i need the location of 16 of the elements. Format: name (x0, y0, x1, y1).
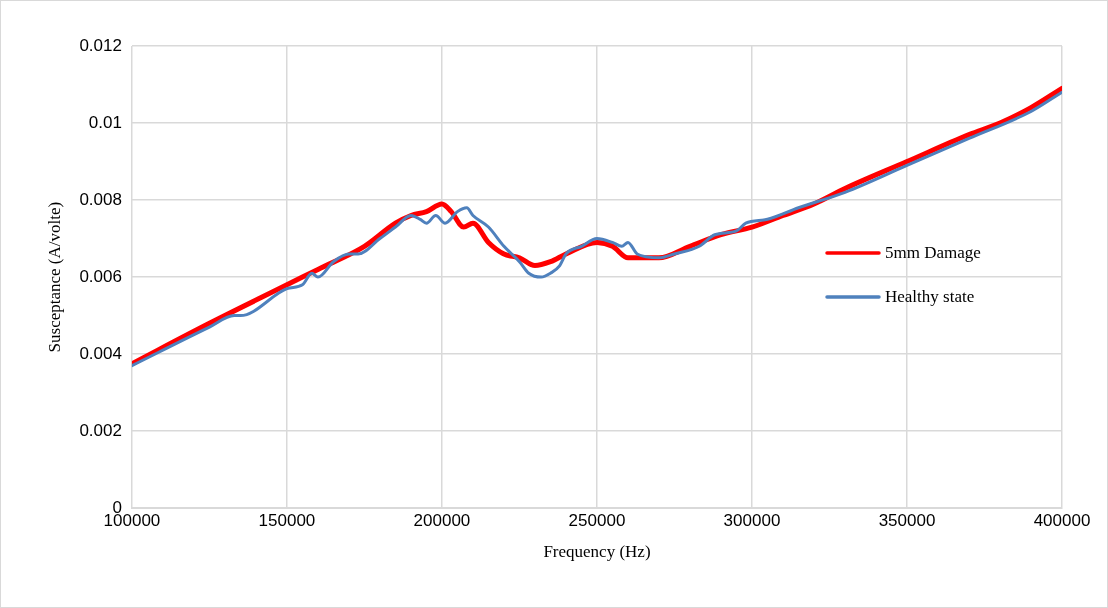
y-tick-label: 0.01 (88, 112, 122, 132)
x-tick-label: 250000 (568, 511, 626, 531)
legend-label: Healthy state (885, 286, 975, 306)
y-tick-label: 0.004 (79, 343, 122, 363)
x-tick-label: 200000 (413, 511, 471, 531)
y-tick-label: 0.002 (79, 420, 122, 440)
y-tick-label: 0.012 (79, 35, 122, 55)
x-axis-title: Frequency (Hz) (543, 542, 651, 562)
x-tick-label: 150000 (258, 511, 316, 531)
x-tick-label: 350000 (878, 511, 936, 531)
x-tick-label: 400000 (1033, 511, 1091, 531)
legend-label: 5mm Damage (885, 242, 981, 262)
y-axis-title: Susceptance (A/volte) (44, 201, 64, 353)
x-tick-label: 300000 (723, 511, 781, 531)
y-tick-label: 0.006 (79, 266, 122, 286)
y-tick-label: 0.008 (79, 189, 122, 209)
